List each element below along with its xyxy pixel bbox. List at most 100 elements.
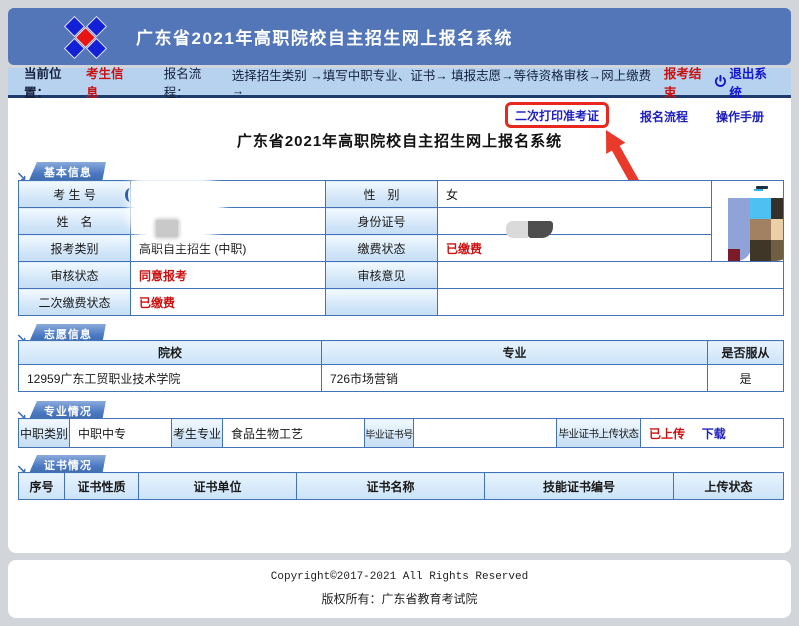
- second-pay-value: 已缴费: [130, 288, 326, 316]
- table-row: 12959广东工贸职业技术学院 726市场营销 是: [18, 364, 784, 392]
- major-table: 中职类别 中职中专 考生专业 食品生物工艺 毕业证书号 毕业证书上传状态 已上传…: [18, 418, 784, 448]
- section-tab-label: 基本信息: [28, 162, 106, 183]
- section-arrow-icon: ↘: [16, 408, 27, 423]
- app-header: 广东省2021年高职院校自主招生网上报名系统: [8, 8, 791, 65]
- flow-steps: 选择招生类别 →填写中职专业、证书→ 填报志愿→等待资格审核→网上缴费 →: [231, 69, 652, 98]
- category-value: 高职自主招生 (中职): [130, 234, 326, 262]
- reprint-highlight-box: 二次打印准考证: [505, 102, 609, 128]
- pay-status-value: 已缴费: [437, 234, 712, 262]
- section-tab-label: 证书情况: [28, 455, 106, 476]
- power-icon: [714, 75, 726, 87]
- cert-number-header: 技能证书编号: [484, 472, 674, 500]
- mosaic-block: [771, 240, 783, 261]
- second-pay-label: 二次缴费状态: [18, 288, 131, 316]
- operation-manual-link[interactable]: 操作手册: [716, 110, 765, 124]
- section-arrow-icon: ↘: [16, 331, 27, 346]
- page-footer: Copyright©2017-2021 All Rights Reserved …: [8, 560, 791, 618]
- id-number-label: 身份证号: [325, 207, 438, 235]
- pixelated-photo: [728, 198, 783, 261]
- registration-flow-link[interactable]: 报名流程: [640, 110, 689, 124]
- table-header-row: 院校 专业 是否服从: [18, 340, 784, 365]
- table-row: 中职类别 中职中专 考生专业 食品生物工艺 毕业证书号 毕业证书上传状态 已上传…: [18, 418, 784, 448]
- gender-value: 女: [437, 180, 712, 208]
- photo-mosaic: [750, 198, 783, 261]
- table-row: 报考类别 高职自主招生 (中职) 缴费状态 已缴费: [18, 234, 784, 262]
- certificate-table: 序号 证书性质 证书单位 证书名称 技能证书编号 上传状态: [18, 472, 784, 500]
- upload-status-header: 上传状态: [673, 472, 784, 500]
- diploma-no-label: 毕业证书号: [364, 418, 414, 448]
- logout-label: 退出系统: [729, 66, 767, 100]
- page-title: 广东省2021年高职院校自主招生网上报名系统: [236, 133, 563, 150]
- seq-header: 序号: [18, 472, 65, 500]
- download-link[interactable]: 下载: [701, 426, 726, 441]
- mosaic-block: [750, 240, 771, 261]
- major-value: 726市场营销: [321, 364, 708, 392]
- photo-head-cyan: [754, 189, 763, 191]
- college-value: 12959广东工贸职业技术学院: [18, 364, 322, 392]
- obey-header: 是否服从: [707, 340, 784, 365]
- blurred-id-block: [506, 221, 528, 238]
- empty-label-cell: [325, 288, 438, 316]
- app-title: 广东省2021年高职院校自主招生网上报名系统: [136, 29, 513, 48]
- mosaic-block: [750, 219, 771, 240]
- cert-name-header: 证书名称: [296, 472, 485, 500]
- vocational-type-value: 中职中专: [69, 418, 172, 448]
- id-number-value: [437, 207, 712, 235]
- mosaic-block: [750, 198, 771, 219]
- gender-label: 性 别: [325, 180, 438, 208]
- section-volunteer-tab: ↘ 志愿信息: [16, 324, 106, 345]
- table-row: 审核状态 同意报考 审核意见: [18, 261, 784, 289]
- audit-status-label: 审核状态: [18, 261, 131, 289]
- table-header-row: 序号 证书性质 证书单位 证书名称 技能证书编号 上传状态: [18, 472, 784, 500]
- blurred-id-block: [528, 221, 553, 238]
- vocational-type-label: 中职类别: [18, 418, 70, 448]
- examinee-no-label: 考 生 号: [18, 180, 131, 208]
- section-arrow-icon: ↘: [16, 169, 27, 184]
- section-basic-info-tab: ↘ 基本信息: [16, 162, 106, 183]
- cert-unit-header: 证书单位: [138, 472, 297, 500]
- cert-nature-header: 证书性质: [64, 472, 139, 500]
- photo-head-dash: [756, 186, 768, 189]
- photo-background: [728, 198, 751, 261]
- section-tab-label: 专业情况: [28, 401, 106, 422]
- current-location-label: 当前位置：: [24, 66, 62, 100]
- section-arrow-icon: ↘: [16, 462, 27, 477]
- audit-opinion-label: 审核意见: [325, 261, 438, 289]
- category-label: 报考类别: [18, 234, 131, 262]
- annotation-arrow-icon: [606, 130, 645, 196]
- college-header: 院校: [18, 340, 322, 365]
- blurred-name: [156, 220, 178, 237]
- main-content: 二次打印准考证 报名流程 操作手册 广东省2021年高职院校自主招生网上报名系统…: [8, 98, 791, 553]
- empty-value-cell: [437, 288, 784, 316]
- current-location-value: 考生信息: [86, 66, 124, 100]
- name-label: 姓 名: [18, 207, 131, 235]
- diploma-upload-status-value: 已上传 下载: [640, 418, 784, 448]
- logout-button[interactable]: 退出系统: [714, 63, 780, 101]
- app-logo-icon: [58, 14, 114, 60]
- diploma-no-value: [413, 418, 557, 448]
- major-header: 专业: [321, 340, 708, 365]
- diploma-upload-status-label: 毕业证书上传状态: [556, 418, 641, 448]
- reprint-admission-ticket-link[interactable]: 二次打印准考证: [514, 108, 599, 123]
- mosaic-block: [771, 198, 783, 219]
- table-row: 二次缴费状态 已缴费: [18, 288, 784, 316]
- mosaic-block: [771, 219, 783, 240]
- audit-opinion-value: [437, 261, 784, 289]
- mosaic-block-red: [728, 249, 740, 261]
- section-major-tab: ↘ 专业情况: [16, 401, 106, 422]
- basic-info-table: 考 生 号 性 别 女: [18, 180, 784, 316]
- student-major-label: 考生专业: [171, 418, 223, 448]
- section-certificate-tab: ↘ 证书情况: [16, 455, 106, 476]
- upload-status-value: 已上传: [649, 426, 686, 441]
- id-photo: [711, 180, 784, 262]
- copyright-line: Copyright©2017-2021 All Rights Reserved: [270, 571, 529, 583]
- audit-status-value: 同意报考: [130, 261, 326, 289]
- flow-label: 报名流程：: [163, 66, 202, 100]
- blurred-digit-mark: [125, 188, 134, 202]
- volunteer-table: 院校 专业 是否服从 12959广东工贸职业技术学院 726市场营销 是: [18, 340, 784, 392]
- copyright-owner-line: 版权所有：广东省教育考试院: [321, 592, 478, 606]
- flow-end-step: 报考结束: [663, 66, 702, 100]
- breadcrumb-bar: 当前位置： 考生信息 报名流程： 选择招生类别 →填写中职专业、证书→ 填报志愿…: [8, 67, 791, 100]
- student-major-value: 食品生物工艺: [222, 418, 365, 448]
- pay-status-label: 缴费状态: [325, 234, 438, 262]
